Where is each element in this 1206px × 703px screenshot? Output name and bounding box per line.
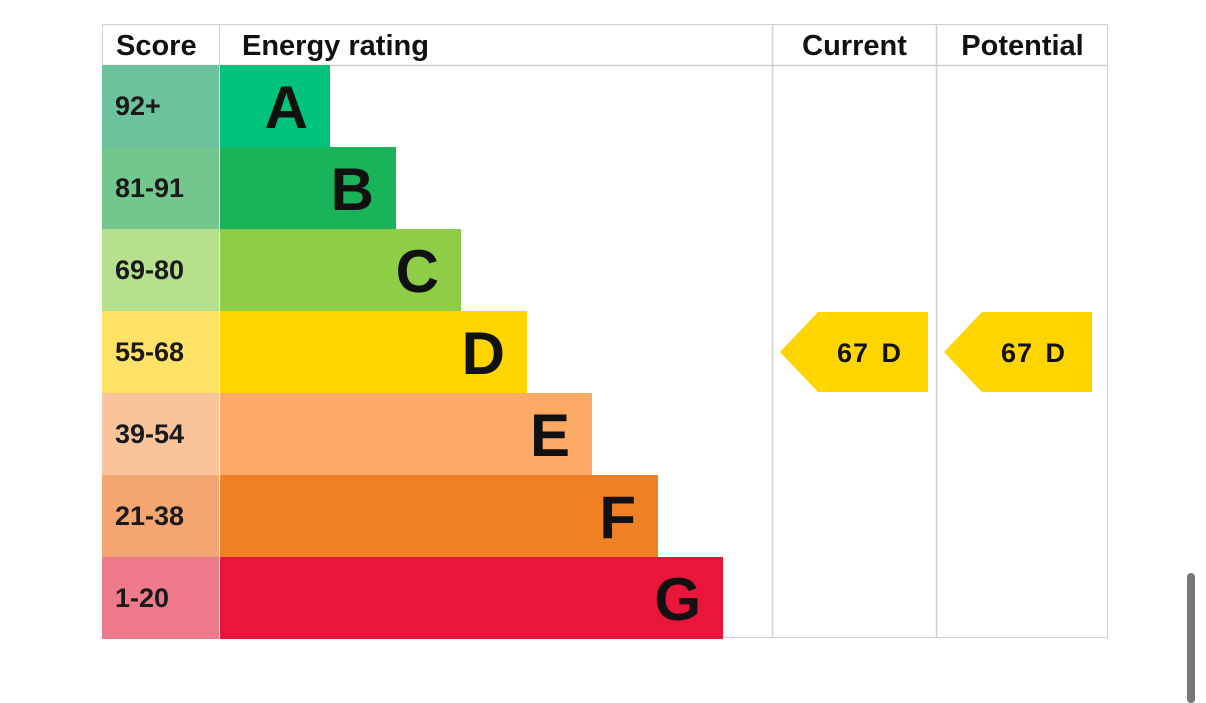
- rating-bar-f: F: [220, 475, 658, 557]
- score-range-g: 1-20: [102, 557, 219, 639]
- rating-letter-f: F: [599, 484, 636, 551]
- current-rating-pointer: 67 D: [780, 312, 928, 392]
- rating-letter-b: B: [330, 156, 374, 223]
- potential-rating-pointer: 67 D: [944, 312, 1092, 392]
- score-header: Score: [116, 30, 197, 62]
- energy-rating-header: Energy rating: [242, 30, 429, 62]
- rating-letter-g: G: [654, 566, 701, 633]
- scrollbar-thumb[interactable]: [1187, 573, 1195, 703]
- potential-rating-label: 67 D: [1000, 338, 1066, 368]
- rating-letter-e: E: [529, 402, 570, 469]
- rating-bar-d: D: [220, 311, 527, 393]
- rating-bar-e: E: [220, 393, 592, 475]
- score-range-d: 55-68: [102, 311, 219, 393]
- score-range-c: 69-80: [102, 229, 219, 311]
- rating-letter-a: A: [264, 74, 308, 141]
- energy-rating-chart: Score Energy rating Current Potential 92…: [102, 24, 1108, 639]
- score-range-b: 81-91: [102, 147, 219, 229]
- score-range-e: 39-54: [102, 393, 219, 475]
- rating-letter-d: D: [461, 320, 505, 387]
- score-range-a: 92+: [102, 65, 219, 147]
- rating-bar-g: G: [220, 557, 723, 639]
- rating-bar-c: C: [220, 229, 461, 311]
- rating-bar-b: B: [220, 147, 396, 229]
- current-header: Current: [802, 30, 907, 62]
- current-rating-label: 67 D: [836, 338, 902, 368]
- current-pointer-arrow: [780, 312, 928, 392]
- potential-pointer-arrow: [944, 312, 1092, 392]
- rating-letter-c: C: [395, 238, 439, 305]
- score-range-f: 21-38: [102, 475, 219, 557]
- potential-header: Potential: [961, 30, 1084, 62]
- rating-bar-a: A: [220, 65, 330, 147]
